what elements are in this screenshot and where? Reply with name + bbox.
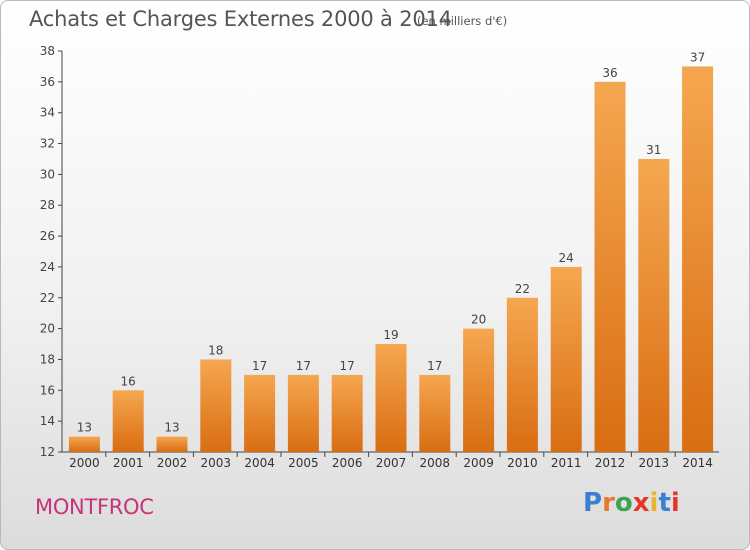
x-axis-ticks: 2000 2001 2002 2003 2004 2005 2006 2007 2008 2009…	[69, 452, 713, 470]
y-tick-label: 38	[40, 44, 55, 58]
data-label: 20	[471, 313, 486, 327]
bar-2008	[419, 374, 451, 452]
x-tick-label: 2002	[157, 456, 188, 470]
y-tick-label: 30	[40, 167, 55, 181]
place-name: MONTFROC	[35, 495, 154, 519]
y-tick-label: 20	[40, 322, 55, 336]
y-tick-label: 14	[40, 414, 55, 428]
x-tick-label: 2003	[201, 456, 232, 470]
logo-letter: i	[649, 488, 659, 518]
data-label: 22	[515, 282, 530, 296]
data-label: 19	[383, 328, 398, 342]
bars: 13 16 13 18 17 17 17 19 17 20 22 24 36 31 37	[68, 50, 714, 452]
y-axis-ticks: 12 14 16 18 20 22 24 26 28 30 32 34 36 38	[40, 44, 62, 459]
bar-2013	[638, 158, 670, 452]
logo-letter: i	[670, 488, 680, 518]
bar-2014	[682, 66, 714, 452]
data-label: 31	[646, 143, 661, 157]
data-label: 16	[121, 374, 136, 388]
y-tick-label: 18	[40, 352, 55, 366]
y-tick-label: 16	[40, 383, 55, 397]
chart-title: Achats et Charges Externes 2000 à 2014	[29, 7, 452, 31]
bar-2009	[463, 328, 495, 452]
data-label: 18	[208, 343, 223, 357]
bar-2002	[156, 436, 188, 452]
x-tick-label: 2009	[463, 456, 494, 470]
bar-2005	[287, 374, 319, 452]
bar-2006	[331, 374, 363, 452]
logo-letter: P	[583, 488, 603, 518]
bar-2011	[550, 266, 582, 452]
proxiti-logo[interactable]: Proxiti	[583, 488, 680, 518]
y-tick-label: 36	[40, 75, 55, 89]
data-label: 13	[164, 421, 179, 435]
x-tick-label: 2010	[507, 456, 538, 470]
data-label: 36	[602, 66, 617, 80]
x-tick-label: 2000	[69, 456, 100, 470]
data-label: 17	[296, 359, 311, 373]
y-tick-label: 34	[40, 106, 55, 120]
y-tick-label: 32	[40, 137, 55, 151]
x-tick-label: 2007	[376, 456, 407, 470]
data-label: 37	[690, 50, 705, 64]
y-tick-label: 28	[40, 198, 55, 212]
y-tick-label: 24	[40, 260, 55, 274]
bar-2001	[112, 390, 144, 452]
data-label: 13	[77, 421, 92, 435]
x-tick-label: 2012	[595, 456, 626, 470]
x-tick-label: 2006	[332, 456, 363, 470]
bar-2000	[68, 436, 100, 452]
y-tick-label: 12	[40, 445, 55, 459]
data-label: 17	[427, 359, 442, 373]
x-tick-label: 2005	[288, 456, 319, 470]
data-label: 17	[252, 359, 267, 373]
data-label: 24	[559, 251, 574, 265]
data-label: 17	[340, 359, 355, 373]
chart-subtitle: (en milliers d'€)	[417, 14, 508, 28]
logo-letter: x	[632, 488, 650, 518]
bar-2004	[244, 374, 276, 452]
bar-2012	[594, 81, 626, 452]
y-tick-label: 22	[40, 291, 55, 305]
logo-letter: r	[602, 488, 615, 518]
x-tick-label: 2008	[420, 456, 451, 470]
x-tick-label: 2011	[551, 456, 582, 470]
logo-letter: o	[614, 488, 633, 518]
x-tick-label: 2014	[682, 456, 713, 470]
x-tick-label: 2004	[244, 456, 275, 470]
bar-2010	[506, 297, 538, 452]
x-tick-label: 2013	[639, 456, 670, 470]
x-tick-label: 2001	[113, 456, 144, 470]
y-tick-label: 26	[40, 229, 55, 243]
bar-2007	[375, 344, 407, 452]
logo-letter: t	[658, 488, 671, 518]
bar-2003	[200, 359, 232, 452]
